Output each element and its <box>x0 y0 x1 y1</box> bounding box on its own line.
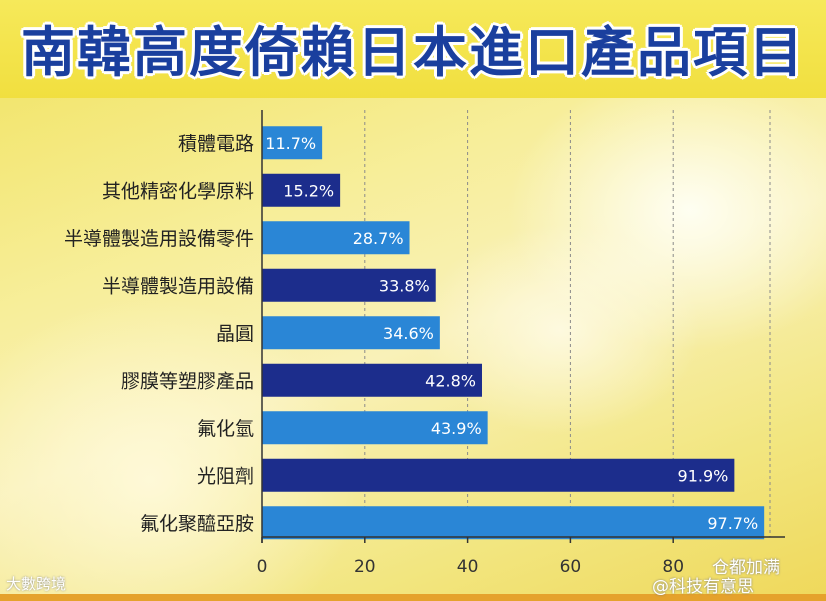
bar <box>262 221 410 255</box>
category-label: 半導體製造用設備零件 <box>64 228 254 250</box>
tick-label: 40 <box>457 557 479 577</box>
value-label: 42.8% <box>425 371 476 390</box>
bar <box>262 173 341 207</box>
bottom-strip <box>0 594 826 601</box>
value-label: 34.6% <box>383 324 434 343</box>
watermark-right-top: 仓都加满 <box>712 558 780 578</box>
value-label: 28.7% <box>353 229 404 248</box>
chart-title: 南韓高度倚賴日本進口產品項目 <box>21 21 805 84</box>
tick-label: 20 <box>354 557 376 577</box>
tick-label: 60 <box>560 557 582 577</box>
bar <box>262 458 735 492</box>
bar <box>262 126 323 160</box>
bar <box>262 506 765 540</box>
value-label: 33.8% <box>379 276 430 295</box>
value-label: 43.9% <box>431 419 482 438</box>
category-label: 積體電路 <box>178 133 254 155</box>
category-label: 半導體製造用設備 <box>102 275 254 297</box>
value-label: 11.7% <box>265 134 316 153</box>
watermark-left: 大數跨境 <box>6 575 67 593</box>
category-label: 氟化氫 <box>197 418 254 440</box>
bar <box>262 316 440 350</box>
tick-label: 80 <box>662 557 684 577</box>
category-label: 膠膜等塑膠產品 <box>121 370 254 392</box>
value-label: 91.9% <box>678 466 729 485</box>
bar <box>262 268 436 302</box>
value-label: 15.2% <box>283 181 334 200</box>
category-label: 其他精密化學原料 <box>102 180 254 202</box>
category-label: 光阻劑 <box>197 465 254 487</box>
bar <box>262 363 482 397</box>
category-label: 晶圓 <box>216 323 254 345</box>
tick-label: 0 <box>257 557 268 577</box>
bar <box>262 411 488 445</box>
watermark-right-bottom: @科技有意思 <box>652 577 754 597</box>
value-label: 97.7% <box>707 514 758 533</box>
category-label: 氟化聚醯亞胺 <box>140 513 254 535</box>
title-bar <box>0 0 826 98</box>
